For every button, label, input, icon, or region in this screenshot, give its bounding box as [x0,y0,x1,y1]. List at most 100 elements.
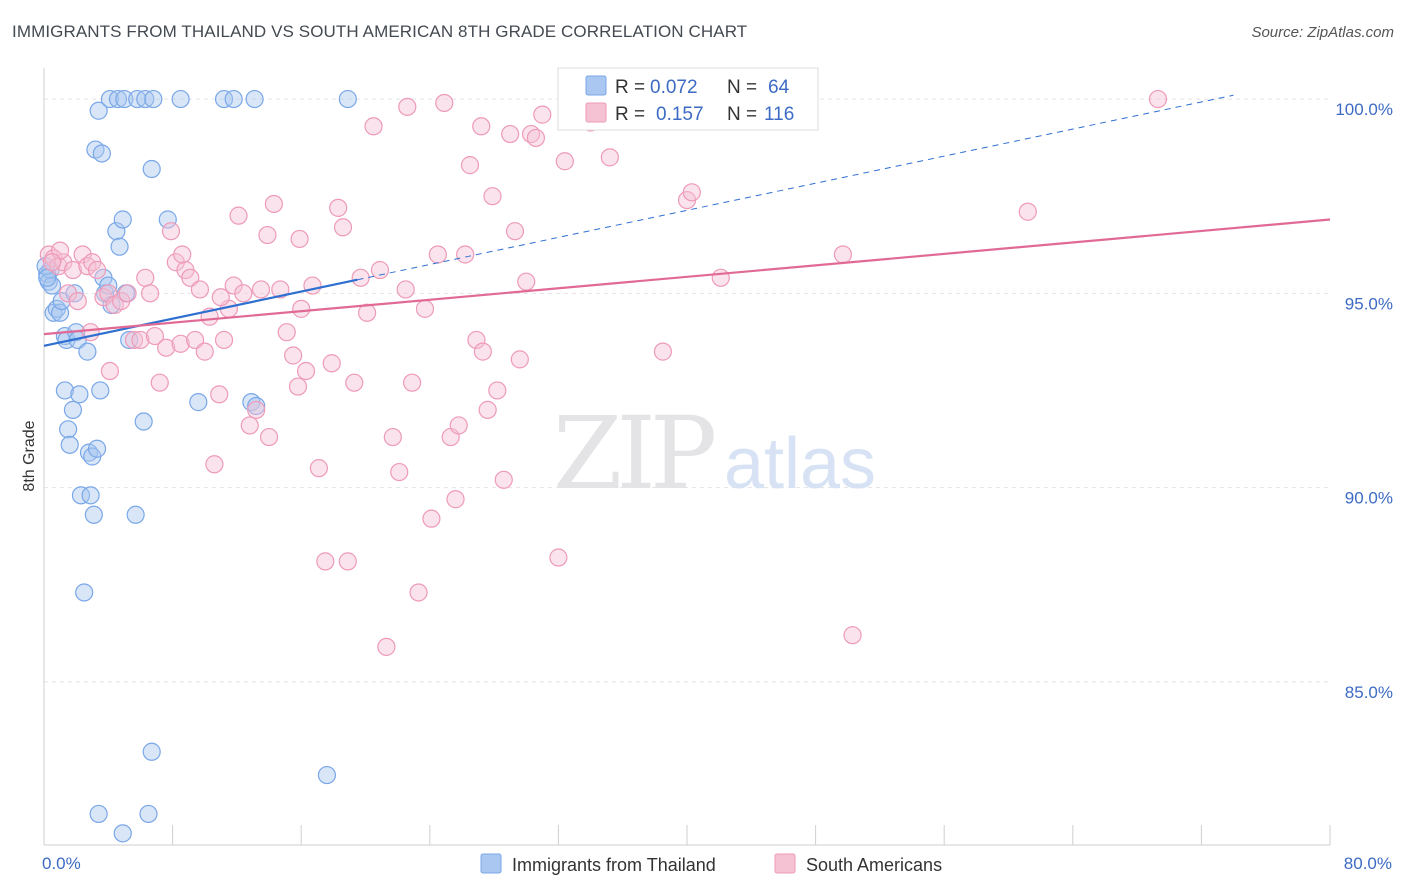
trend-lines [43,94,1331,347]
point-s0-22 [81,486,100,505]
series-legend-label-thailand: Immigrants from Thailand [512,855,716,875]
point-s1-50 [309,459,328,478]
point-s0-39 [158,210,177,229]
trend-line-1 [43,218,1331,336]
legend-r-label-1: R = [615,77,645,98]
point-s1-88 [533,105,552,124]
point-s1-10 [87,260,107,280]
point-s1-83 [505,222,525,241]
point-s1-40 [247,400,266,419]
point-s1-76 [467,330,486,350]
point-s0-53 [171,89,190,109]
point-s1-84 [510,350,529,369]
point-s1-93 [600,148,619,167]
point-s1-51 [316,552,335,571]
point-s1-57 [351,268,370,287]
legend-n-label-2: N = [727,104,757,125]
point-s1-89 [549,548,568,567]
point-s1-36 [224,276,243,295]
point-s1-114 [259,427,279,447]
point-s1-105 [288,377,308,396]
point-s1-65 [403,373,422,392]
point-s0-55 [224,89,243,109]
point-s0-54 [214,89,234,109]
point-s1-44 [271,280,290,299]
point-s0-60 [89,804,108,824]
point-s0-29 [99,276,118,295]
point-s1-16 [124,330,144,350]
point-s1-18 [136,268,155,287]
point-s1-39 [240,416,259,435]
series-legend-swatch-thailand [480,853,502,874]
point-s1-75 [460,156,480,175]
point-s1-82 [501,124,520,144]
point-s1-96 [653,342,672,361]
point-s1-67 [415,299,435,318]
legend-r-label-2: R = [615,104,645,125]
point-s1-46 [284,346,303,365]
legend-n-value-2: 116 [764,104,794,125]
point-s0-25 [87,439,107,458]
chart-source: Source: ZipAtlas.com [1251,24,1394,41]
series-points-0 [36,89,357,843]
point-s1-6 [68,292,87,311]
point-s1-64 [396,280,415,299]
legend-r-value-1: 0.072 [650,77,698,98]
point-s1-15 [118,284,137,303]
point-s1-79 [483,187,502,206]
point-s1-104 [1148,89,1168,109]
point-s1-74 [456,245,475,264]
point-s0-43 [317,765,337,785]
point-s1-113 [211,288,230,307]
point-s0-12 [60,435,79,454]
point-s0-32 [110,237,129,256]
point-s0-57 [338,89,357,109]
point-s1-106 [472,117,491,136]
point-s1-17 [131,330,150,350]
point-s1-73 [449,416,468,435]
point-s0-40 [189,393,208,412]
y-tick-label-1: 90.0% [1345,489,1393,508]
chart-title: IMMIGRANTS FROM THAILAND VS SOUTH AMERIC… [12,22,748,41]
point-s1-37 [229,206,248,225]
point-s1-59 [364,117,383,136]
point-s0-9 [55,381,74,400]
x-tick-labels: 0.0% 80.0% [42,854,1392,873]
y-tick-label-2: 95.0% [1345,294,1393,313]
watermark: ZIP atlas [553,395,876,512]
point-s0-26 [91,381,110,400]
watermark-atlas: atlas [724,424,876,504]
series-legend-label-south-americans: South Americans [806,855,942,875]
point-s1-101 [833,245,853,264]
point-s0-24 [84,505,103,524]
point-s0-20 [78,342,97,361]
point-s1-63 [390,462,409,482]
point-s1-90 [555,152,574,171]
point-s1-69 [428,245,447,264]
point-s0-11 [59,420,78,439]
legend-r-value-2: 0.157 [656,104,704,125]
point-s1-20 [145,326,165,346]
point-s1-98 [682,183,701,202]
point-s1-48 [296,361,316,381]
point-s1-103 [1018,202,1037,221]
point-s1-70 [435,93,454,113]
point-s0-42 [247,396,266,416]
trend-line-0 [43,278,358,347]
point-s0-18 [71,486,91,505]
point-s1-25 [171,334,190,353]
point-s1-112 [42,253,62,272]
point-s1-108 [173,245,192,264]
point-s1-54 [333,218,353,237]
point-s1-42 [258,225,277,245]
point-s0-31 [107,222,126,241]
point-s1-81 [494,470,513,489]
series-legend: Immigrants from Thailand South Americans [480,853,942,875]
point-s0-58 [142,742,161,761]
point-s1-7 [73,245,92,264]
point-s0-49 [115,89,134,109]
point-s1-80 [488,381,507,400]
point-s0-38 [142,159,161,179]
point-s0-45 [92,144,111,163]
point-s0-48 [108,89,128,109]
